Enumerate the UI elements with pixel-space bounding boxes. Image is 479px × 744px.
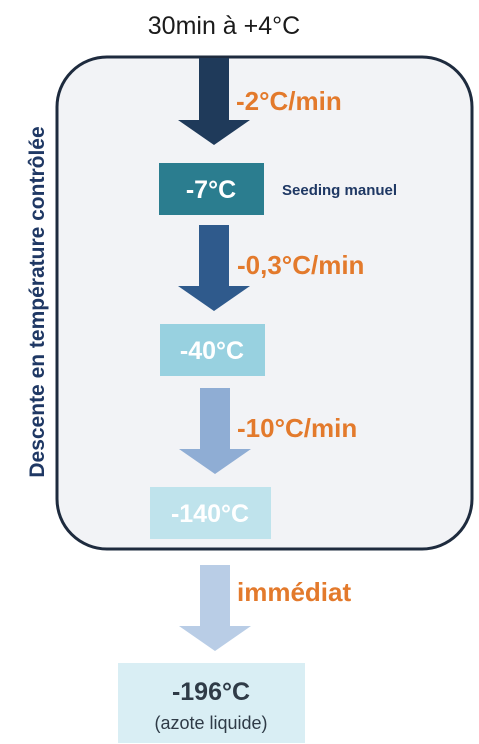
start-label: 30min à +4°C bbox=[148, 12, 300, 40]
seeding-label: Seeding manuel bbox=[282, 182, 397, 199]
step-4-arrow bbox=[179, 565, 251, 651]
step-2-arrow bbox=[178, 225, 250, 311]
side-label: Descente en température contrôlée bbox=[26, 126, 49, 477]
step-2-temperature: -40°C bbox=[180, 337, 244, 365]
step-3-arrow bbox=[179, 388, 251, 474]
step-1-temperature: -7°C bbox=[186, 176, 236, 204]
controlled-descent-panel bbox=[55, 55, 474, 551]
step-2-rate: -0,3°C/min bbox=[237, 250, 364, 280]
final-temperature-box bbox=[118, 663, 305, 743]
final-note: (azote liquide) bbox=[154, 713, 267, 733]
step-1-arrow bbox=[178, 58, 250, 145]
step-3-rate: -10°C/min bbox=[237, 413, 357, 443]
step-1-temperature-box bbox=[159, 163, 264, 215]
final-temperature: -196°C bbox=[172, 678, 250, 706]
step-4-rate: immédiat bbox=[237, 577, 351, 607]
step-2-temperature-box bbox=[160, 324, 265, 376]
step-3-temperature: -140°C bbox=[171, 500, 249, 528]
step-1-rate: -2°C/min bbox=[236, 86, 342, 116]
step-3-temperature-box bbox=[150, 487, 271, 539]
